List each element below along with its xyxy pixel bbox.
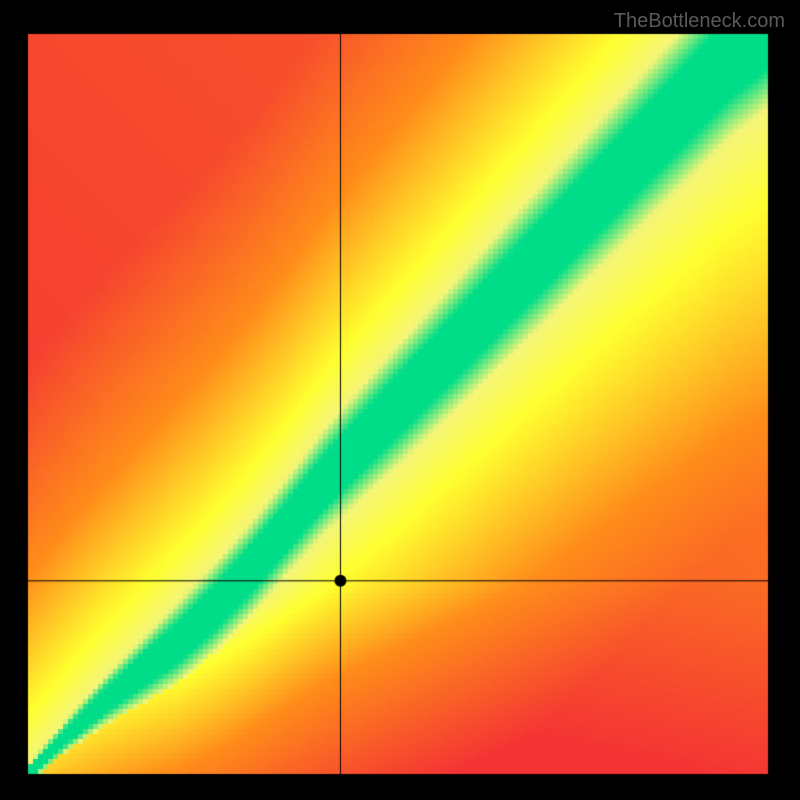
bottleneck-heatmap bbox=[0, 0, 800, 800]
chart-container: TheBottleneck.com bbox=[0, 0, 800, 800]
watermark-text: TheBottleneck.com bbox=[614, 10, 785, 33]
